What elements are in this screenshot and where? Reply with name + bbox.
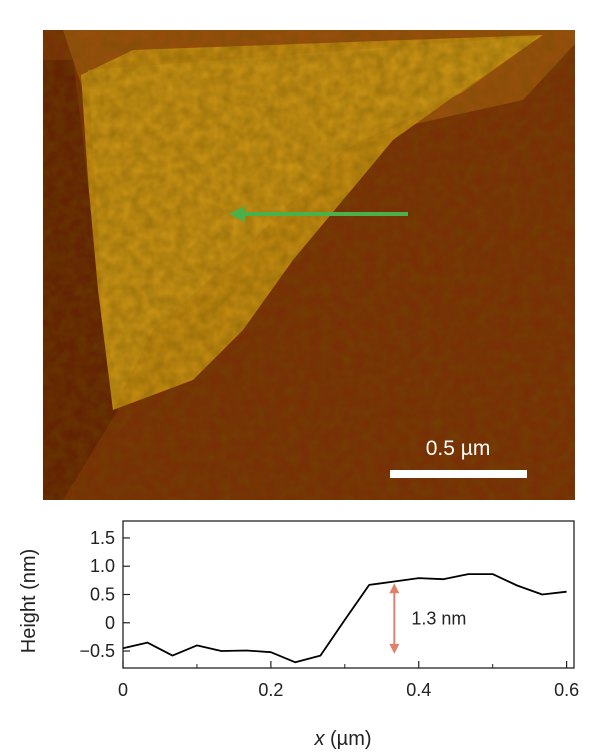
x-tick-label: 0.6	[554, 680, 579, 700]
x-axis-title: x (µm)	[313, 728, 371, 750]
afm-height-image: 0.5 µm	[43, 30, 575, 500]
y-axis-title: Height (nm)	[18, 549, 40, 653]
plot-frame	[122, 520, 575, 669]
afm-noise-overlay	[43, 30, 575, 500]
x-tick-label: 0	[118, 680, 128, 700]
y-tick-label: 1.5	[90, 528, 115, 548]
x-axis-variable: x	[313, 728, 325, 750]
step-height-label: 1.3 nm	[411, 609, 466, 629]
height-profile-line	[122, 573, 567, 664]
scale-bar	[390, 470, 527, 478]
line-profile-arrow	[229, 206, 408, 222]
y-tick-label: −0.5	[79, 641, 115, 661]
y-tick-label: 1.0	[90, 556, 115, 576]
scale-bar-label: 0.5 µm	[426, 437, 491, 460]
x-tick-label: 0.4	[406, 680, 431, 700]
y-tick-label: 0	[105, 613, 115, 633]
height-profile-chart: 0 0.2 0.4 0.61.51.00.50−0.5 1.3 nm Height (…	[18, 520, 579, 750]
x-tick-label: 0.2	[258, 680, 283, 700]
step-height-arrow-head-top	[389, 583, 400, 594]
step-height-arrow-head-bottom	[389, 643, 400, 654]
x-axis-unit: (µm)	[324, 728, 371, 750]
y-tick-label: 0.5	[90, 585, 115, 605]
